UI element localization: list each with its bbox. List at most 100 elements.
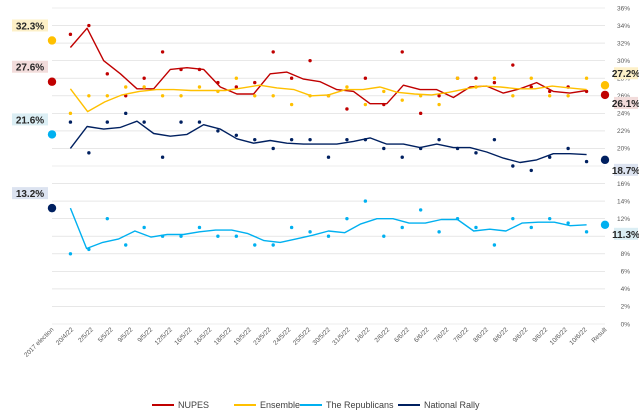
data-point xyxy=(68,120,73,124)
start-marker xyxy=(47,203,57,213)
y-tick-label: 36% xyxy=(617,5,630,12)
data-point xyxy=(492,243,497,247)
data-point xyxy=(234,234,239,238)
result-label-bg xyxy=(614,227,638,240)
y-tick-label: 14% xyxy=(617,198,630,205)
data-point xyxy=(548,155,552,159)
data-point xyxy=(511,63,515,67)
x-tick-label: 9/6/22 xyxy=(531,326,549,344)
data-point xyxy=(437,94,441,98)
data-point xyxy=(105,120,110,124)
data-point xyxy=(474,76,478,80)
result-label: 18.7% xyxy=(612,166,639,177)
x-tick-label: 9/5/22 xyxy=(136,326,154,344)
data-point xyxy=(584,89,589,94)
data-point xyxy=(566,94,570,98)
series-the-republicans xyxy=(47,130,610,256)
y-tick-label: 24% xyxy=(617,111,630,118)
data-point xyxy=(566,221,570,225)
x-tick-label: 18/5/22 xyxy=(213,326,234,347)
result-marker xyxy=(600,81,610,90)
data-point xyxy=(160,94,165,98)
start-label: 13.2% xyxy=(16,189,44,200)
result-marker xyxy=(600,90,610,100)
x-tick-label: 1/6/22 xyxy=(354,326,372,344)
data-point xyxy=(105,216,110,221)
result-marker xyxy=(600,220,610,230)
data-point xyxy=(271,50,275,54)
data-point xyxy=(142,76,146,80)
data-point xyxy=(253,243,257,247)
data-point xyxy=(271,146,275,151)
data-point xyxy=(179,94,183,98)
data-point xyxy=(289,76,294,80)
x-tick-label: 19/5/22 xyxy=(233,326,254,347)
data-point xyxy=(400,98,404,102)
gridlines xyxy=(52,7,605,325)
result-marker xyxy=(600,155,610,165)
x-tick-label: 25/5/22 xyxy=(292,326,313,347)
data-point xyxy=(87,247,91,252)
series-nupes xyxy=(47,23,610,116)
x-tick-label: 2017 election xyxy=(23,326,56,359)
data-point xyxy=(87,94,91,98)
data-point xyxy=(345,216,349,221)
data-point xyxy=(179,234,183,238)
data-point xyxy=(584,159,589,164)
data-point xyxy=(474,85,478,89)
data-point xyxy=(492,80,497,85)
data-point xyxy=(271,94,275,98)
data-point xyxy=(437,102,441,107)
data-point xyxy=(160,155,165,159)
start-label-bg xyxy=(12,113,48,126)
data-point xyxy=(566,146,570,151)
data-point xyxy=(160,234,165,238)
data-point xyxy=(216,234,220,238)
data-point xyxy=(400,155,404,159)
y-tick-label: 4% xyxy=(621,286,631,293)
data-point xyxy=(197,225,202,230)
data-point xyxy=(382,89,386,94)
y-tick-label: 26% xyxy=(617,93,630,100)
data-point xyxy=(455,146,460,151)
data-point xyxy=(511,164,515,168)
data-point xyxy=(216,89,220,94)
data-point xyxy=(529,225,533,230)
data-point xyxy=(418,146,423,151)
y-tick-label: 2% xyxy=(621,304,631,311)
legend: NUPES Ensemble The Republicans National Ral… xyxy=(152,400,480,410)
data-point xyxy=(253,80,257,85)
x-tick-label: 10/6/22 xyxy=(568,326,589,347)
x-tick-label: 31/5/22 xyxy=(331,326,352,347)
start-label-bg xyxy=(12,19,48,32)
x-tick-label: 16/5/22 xyxy=(193,326,214,347)
data-point xyxy=(87,151,91,155)
data-point xyxy=(492,137,497,142)
y-tick-label: 34% xyxy=(617,23,630,30)
x-tick-label: 7/6/22 xyxy=(433,326,451,344)
x-tick-label: 12/5/22 xyxy=(154,326,175,347)
data-point xyxy=(197,85,202,89)
x-tick-label: 6/6/22 xyxy=(413,326,431,344)
legend-label: The Republicans xyxy=(326,400,394,410)
data-point xyxy=(529,168,533,173)
series-line xyxy=(69,207,587,250)
data-point xyxy=(437,137,441,142)
start-label: 21.6% xyxy=(16,115,44,126)
x-tick-label: 5/5/22 xyxy=(97,326,115,344)
y-tick-label: 30% xyxy=(617,58,630,65)
data-point xyxy=(179,120,183,124)
result-label-bg xyxy=(614,96,638,109)
data-point xyxy=(234,133,239,137)
start-label: 27.6% xyxy=(16,63,44,74)
x-axis-tick-labels: 2017 election 20/4/22 2/5/22 5/5/22 9/5/22 9/… xyxy=(23,326,608,359)
data-point xyxy=(548,94,552,98)
data-point xyxy=(455,76,460,80)
data-point xyxy=(234,85,239,89)
data-point xyxy=(363,199,368,203)
data-point xyxy=(271,243,275,247)
data-point xyxy=(87,23,91,28)
start-label-bg xyxy=(12,60,48,73)
x-tick-label: 7/6/22 xyxy=(452,326,470,344)
data-point xyxy=(197,67,202,72)
